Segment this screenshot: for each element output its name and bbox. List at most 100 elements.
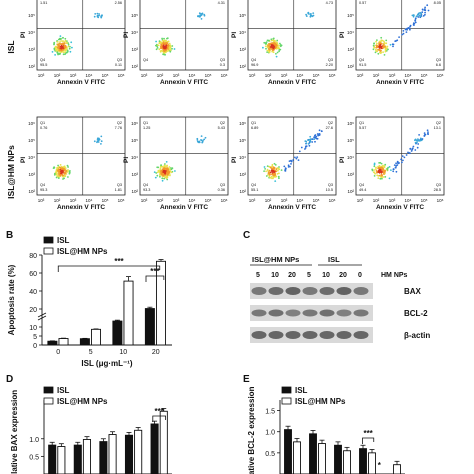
event-dot: [427, 131, 429, 134]
event-dot: [382, 165, 384, 168]
event-dot: [376, 174, 379, 177]
event-dot: [373, 162, 376, 165]
quadrant-value: 6.6: [436, 63, 441, 67]
event-dot: [66, 169, 69, 172]
event-dot: [98, 13, 100, 15]
event-dot: [273, 40, 275, 43]
bar: [309, 433, 317, 474]
event-dot: [63, 42, 66, 45]
y-tick-label: 10²: [239, 64, 246, 69]
event-dot: [65, 42, 68, 44]
event-dot: [168, 42, 171, 45]
event-dot: [96, 140, 99, 143]
event-dot: [58, 173, 61, 176]
event-dot: [401, 33, 403, 36]
event-dot: [384, 176, 387, 178]
event-dot: [378, 162, 380, 164]
quadrant-value: 0.36: [218, 188, 225, 192]
event-dot: [265, 175, 268, 177]
event-dot: [160, 47, 162, 50]
event-dot: [64, 49, 67, 52]
event-dot: [275, 168, 278, 171]
event-dot: [165, 41, 168, 44]
event-dot: [271, 44, 274, 46]
event-dot: [267, 46, 269, 49]
panel-letter: D: [6, 374, 13, 385]
significance-mark: *: [378, 461, 382, 470]
event-dot: [159, 173, 161, 176]
quadrant-label: Q4: [359, 183, 364, 187]
event-dot: [400, 158, 402, 161]
event-dot: [416, 141, 418, 144]
blot-band: [285, 287, 301, 295]
significance-bracket: [362, 437, 375, 444]
y-axis-label: PI: [20, 157, 27, 163]
y-axis-title: Relative BAX expression: [10, 390, 19, 474]
event-dot: [266, 168, 269, 171]
y-tick-label: 0.5: [29, 454, 39, 461]
event-dot: [264, 43, 267, 45]
event-dot: [419, 139, 422, 142]
event-dot: [53, 166, 56, 169]
event-dot: [60, 47, 63, 50]
y-axis-label: PI: [339, 157, 346, 163]
event-dot: [283, 165, 286, 168]
event-dot: [382, 45, 385, 48]
legend-swatch: [43, 397, 54, 405]
x-axis-label: Annexin V FITC: [160, 79, 208, 86]
event-dot: [60, 51, 62, 54]
event-dot: [381, 177, 383, 180]
event-dot: [401, 155, 404, 158]
event-dot: [373, 171, 376, 174]
x-tick-label: 10³: [70, 73, 77, 78]
blot-band: [251, 309, 267, 317]
event-dot: [167, 172, 170, 175]
quadrant-value: 55.1: [251, 188, 258, 192]
y-tick-label: 10⁴: [239, 155, 246, 160]
event-dot: [268, 51, 271, 53]
event-dot: [395, 162, 397, 165]
event-dot: [57, 177, 60, 180]
legend-label: ISL: [295, 386, 308, 395]
event-dot: [287, 164, 290, 167]
event-dot: [271, 177, 273, 180]
y-axis-label: PI: [123, 32, 130, 38]
event-dot: [68, 47, 71, 50]
event-dot: [412, 23, 415, 26]
bar: [123, 280, 134, 346]
event-dot: [426, 4, 429, 7]
x-tick-label: 10²: [373, 198, 380, 203]
event-dot: [264, 45, 267, 48]
event-dot: [171, 45, 174, 47]
event-dot: [379, 43, 382, 46]
lane-label: 5: [307, 272, 311, 279]
event-dot: [155, 172, 158, 174]
y-tick-label: 60: [29, 271, 37, 278]
event-dot: [307, 12, 309, 14]
quadrant-value: 4.73: [326, 1, 333, 5]
event-dot: [373, 169, 375, 171]
event-dot: [371, 168, 374, 171]
event-dot: [373, 42, 375, 45]
event-dot: [377, 171, 380, 174]
quadrant-value: 49.4: [359, 188, 366, 192]
event-dot: [198, 12, 201, 15]
event-dot: [163, 37, 165, 40]
event-dot: [390, 169, 392, 172]
event-dot: [275, 43, 278, 46]
event-dot: [385, 39, 388, 42]
legend-swatch: [43, 386, 54, 394]
event-dot: [262, 46, 264, 49]
event-dot: [67, 176, 69, 178]
event-dot: [375, 166, 377, 169]
significance-bracket: [152, 415, 167, 422]
event-dot: [100, 16, 103, 19]
event-dot: [58, 166, 61, 169]
chart-b-apoptosis-rate: B 0 5 10 20 40 60 80 Apoptosis rate (%) ISL ISL@HM…: [6, 230, 172, 368]
event-dot: [393, 164, 396, 167]
quadrant-value: 1.25: [143, 126, 150, 130]
event-dot: [273, 162, 276, 165]
event-dot: [155, 40, 158, 43]
